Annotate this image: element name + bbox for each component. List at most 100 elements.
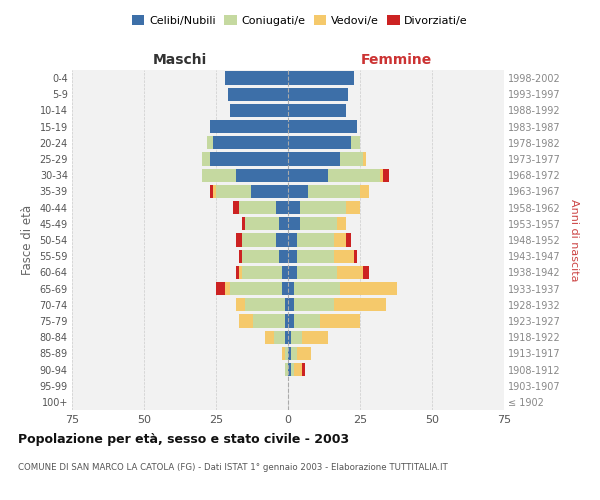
Bar	[346, 201, 360, 214]
Bar	[236, 234, 242, 246]
Bar	[236, 266, 239, 279]
Bar	[296, 266, 337, 279]
Bar	[245, 298, 285, 312]
Bar	[239, 266, 242, 279]
Bar	[288, 330, 291, 344]
Bar	[334, 250, 354, 263]
Bar	[288, 363, 291, 376]
Bar	[208, 136, 213, 149]
Bar	[210, 120, 288, 134]
Bar	[224, 282, 230, 295]
Bar	[242, 217, 245, 230]
Bar	[334, 298, 386, 312]
Bar	[288, 185, 308, 198]
Bar	[288, 168, 328, 182]
Bar	[216, 282, 224, 295]
Bar	[285, 314, 288, 328]
Legend: Celibi/Nubili, Coniugati/e, Vedovi/e, Divorziati/e: Celibi/Nubili, Coniugati/e, Vedovi/e, Di…	[130, 13, 470, 28]
Bar	[383, 168, 389, 182]
Bar	[227, 88, 288, 101]
Text: Femmine: Femmine	[361, 53, 431, 67]
Bar	[282, 282, 288, 295]
Bar	[288, 282, 294, 295]
Bar	[210, 152, 288, 166]
Bar	[346, 234, 352, 246]
Bar	[288, 314, 294, 328]
Bar	[294, 314, 320, 328]
Bar	[230, 282, 282, 295]
Bar	[296, 234, 334, 246]
Bar	[291, 330, 302, 344]
Bar	[277, 234, 288, 246]
Bar	[224, 72, 288, 85]
Bar	[288, 298, 294, 312]
Bar	[285, 298, 288, 312]
Bar	[282, 346, 285, 360]
Bar	[340, 282, 397, 295]
Bar	[363, 266, 368, 279]
Bar	[296, 250, 334, 263]
Bar	[294, 298, 334, 312]
Bar	[280, 217, 288, 230]
Bar	[277, 201, 288, 214]
Bar	[299, 217, 337, 230]
Bar	[242, 234, 277, 246]
Bar	[296, 346, 311, 360]
Y-axis label: Fasce di età: Fasce di età	[21, 205, 34, 275]
Bar	[288, 250, 296, 263]
Bar	[288, 72, 354, 85]
Bar	[294, 363, 302, 376]
Bar	[288, 201, 299, 214]
Bar	[380, 168, 383, 182]
Bar	[202, 168, 236, 182]
Bar	[213, 136, 288, 149]
Bar	[280, 250, 288, 263]
Bar	[302, 330, 328, 344]
Bar	[210, 185, 213, 198]
Bar	[340, 152, 363, 166]
Bar	[285, 346, 288, 360]
Bar	[230, 104, 288, 117]
Text: COMUNE DI SAN MARCO LA CATOLA (FG) - Dati ISTAT 1° gennaio 2003 - Elaborazione T: COMUNE DI SAN MARCO LA CATOLA (FG) - Dat…	[18, 462, 448, 471]
Bar	[242, 250, 280, 263]
Bar	[352, 136, 360, 149]
Bar	[288, 120, 357, 134]
Bar	[251, 185, 288, 198]
Bar	[354, 250, 357, 263]
Bar	[328, 168, 380, 182]
Bar	[288, 266, 296, 279]
Bar	[288, 136, 352, 149]
Bar	[274, 330, 285, 344]
Bar	[308, 185, 360, 198]
Bar	[236, 168, 288, 182]
Text: Maschi: Maschi	[153, 53, 207, 67]
Bar	[294, 282, 340, 295]
Bar	[236, 298, 245, 312]
Bar	[334, 234, 346, 246]
Bar	[337, 217, 346, 230]
Bar	[288, 346, 291, 360]
Bar	[288, 104, 346, 117]
Bar	[233, 201, 239, 214]
Bar	[337, 266, 363, 279]
Bar	[239, 250, 242, 263]
Bar	[242, 266, 282, 279]
Bar	[285, 363, 288, 376]
Bar	[288, 88, 349, 101]
Bar	[363, 152, 366, 166]
Bar	[282, 266, 288, 279]
Bar	[245, 217, 280, 230]
Bar	[285, 330, 288, 344]
Bar	[291, 346, 296, 360]
Y-axis label: Anni di nascita: Anni di nascita	[569, 198, 580, 281]
Bar	[239, 201, 277, 214]
Bar	[265, 330, 274, 344]
Bar	[291, 363, 294, 376]
Bar	[302, 363, 305, 376]
Bar	[288, 234, 296, 246]
Bar	[202, 152, 210, 166]
Text: Popolazione per età, sesso e stato civile - 2003: Popolazione per età, sesso e stato civil…	[18, 432, 349, 446]
Bar	[239, 314, 253, 328]
Bar	[360, 185, 368, 198]
Bar	[320, 314, 360, 328]
